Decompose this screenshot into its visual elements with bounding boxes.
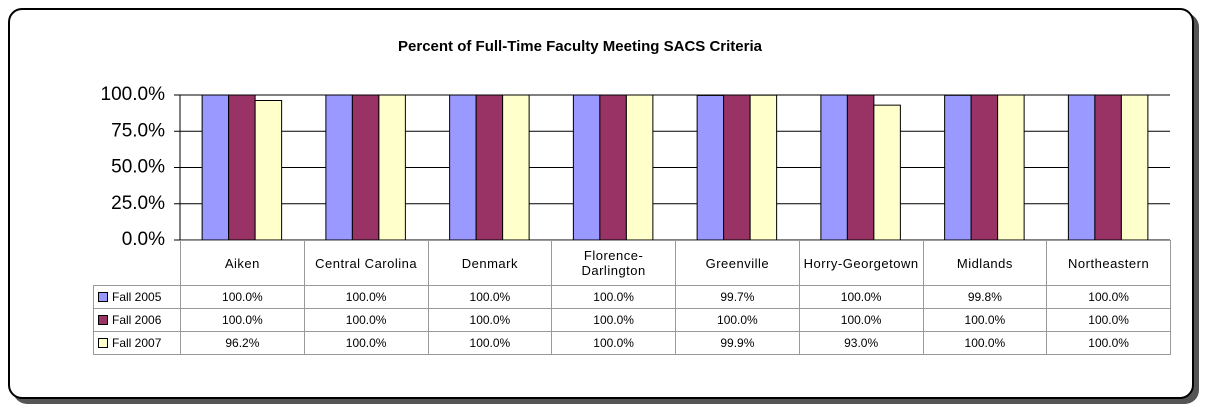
bar (696, 94, 725, 241)
series-row: Fall 2007 96.2% 100.0% 100.0% 100.0% 99.9% 93.… (93, 331, 1171, 355)
data-label: 100.0% (551, 308, 676, 332)
y-tick-label: 75.0% (111, 120, 165, 141)
bar (873, 104, 901, 241)
bar (254, 100, 283, 241)
category-label: Greenville (675, 240, 800, 286)
data-label: 100.0% (303, 285, 429, 309)
bar (325, 94, 353, 241)
bar (1067, 94, 1096, 241)
series-row: Fall 2005 100.0% 100.0% 100.0% 100.0% 99.7% 10… (93, 285, 1171, 309)
category-label: Central Carolina (303, 240, 429, 286)
data-table: Aiken Central Carolina Denmark Florence-Dar… (93, 240, 1171, 355)
legend-label: Fall 2006 (112, 313, 162, 327)
data-label: 100.0% (551, 331, 676, 355)
bar (723, 94, 751, 241)
legend-swatch (98, 315, 108, 325)
bar (820, 94, 848, 241)
category-label: Denmark (427, 240, 553, 286)
legend-label: Fall 2007 (112, 336, 162, 350)
series-row: Fall 2006 100.0% 100.0% 100.0% 100.0% 100.0% 1… (93, 308, 1171, 332)
y-tick-label: 50.0% (111, 157, 165, 178)
data-label: 100.0% (180, 308, 305, 332)
bar (475, 94, 504, 241)
category-label: Midlands (922, 240, 1048, 286)
bar (572, 94, 601, 241)
category-label: Northeastern (1046, 240, 1171, 286)
legend-entry: Fall 2007 (93, 331, 181, 355)
bar (970, 94, 999, 241)
data-label: 100.0% (303, 308, 429, 332)
data-label: 100.0% (922, 331, 1048, 355)
data-label: 93.0% (798, 331, 924, 355)
category-label: Aiken (180, 240, 305, 286)
data-label: 100.0% (798, 285, 924, 309)
bar (997, 94, 1025, 241)
legend-swatch (98, 338, 108, 348)
header-row: Aiken Central Carolina Denmark Florence-Dar… (93, 240, 1171, 286)
bar (944, 94, 972, 241)
legend-entry: Fall 2005 (93, 285, 181, 309)
data-label: 100.0% (180, 285, 305, 309)
data-label: 99.9% (675, 331, 800, 355)
bar (1094, 94, 1122, 241)
data-label: 100.0% (922, 308, 1048, 332)
data-label: 100.0% (303, 331, 429, 355)
y-tick-label: 100.0% (101, 84, 166, 105)
legend-entry: Fall 2006 (93, 308, 181, 332)
bar (228, 94, 256, 241)
data-label: 100.0% (1046, 308, 1171, 332)
data-label: 100.0% (1046, 331, 1171, 355)
legend-label: Fall 2005 (112, 290, 162, 304)
bar (749, 94, 778, 241)
y-tick-label: 25.0% (111, 193, 165, 214)
bar (846, 94, 875, 241)
data-label: 96.2% (180, 331, 305, 355)
chart-title: Percent of Full-Time Faculty Meeting SAC… (398, 38, 763, 55)
bar (1120, 94, 1149, 241)
bar (378, 94, 406, 241)
bar (599, 94, 627, 241)
data-label: 100.0% (1046, 285, 1171, 309)
category-label: Horry-Georgetown (798, 240, 924, 286)
bar (201, 94, 230, 241)
data-label: 99.7% (675, 285, 800, 309)
data-label: 99.8% (922, 285, 1048, 309)
corner-cell (93, 240, 181, 286)
bar (449, 94, 477, 241)
data-label: 100.0% (427, 285, 553, 309)
data-label: 100.0% (798, 308, 924, 332)
bar (502, 94, 530, 241)
bar (351, 94, 380, 241)
data-label: 100.0% (675, 308, 800, 332)
data-label: 100.0% (427, 308, 553, 332)
category-label: Florence-Darlington (551, 240, 676, 286)
data-label: 100.0% (551, 285, 676, 309)
legend-swatch (98, 292, 108, 302)
bar (625, 94, 654, 241)
data-label: 100.0% (427, 331, 553, 355)
